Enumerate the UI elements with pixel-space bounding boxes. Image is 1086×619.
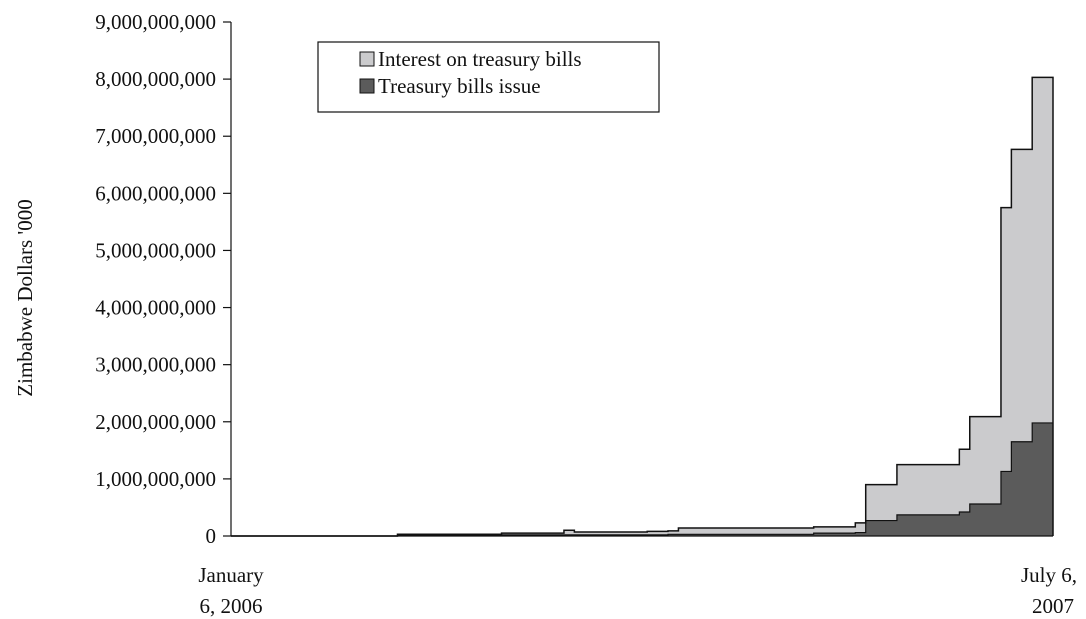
y-tick-label: 9,000,000,000: [95, 10, 216, 34]
area-layers: [231, 76, 1054, 537]
y-tick-label: 6,000,000,000: [95, 181, 216, 205]
legend-label-interest: Interest on treasury bills: [378, 47, 582, 71]
y-tick-label: 1,000,000,000: [95, 467, 216, 491]
y-tick-label: 3,000,000,000: [95, 353, 216, 377]
x-label-start-line2: 6, 2006: [200, 594, 263, 618]
y-axis: 0 1,000,000,000 2,000,000,000 3,000,000,000…: [95, 10, 232, 548]
y-tick-label: 2,000,000,000: [95, 410, 216, 434]
y-axis-title: Zimbabwe Dollars '000: [13, 199, 37, 396]
x-label-end-line2: 2007: [1032, 594, 1074, 618]
legend: Interest on treasury bills Treasury bill…: [317, 41, 660, 113]
legend-box: [317, 41, 660, 113]
y-tick-label: 5,000,000,000: [95, 238, 216, 262]
x-label-start-line1: January: [198, 563, 264, 587]
x-label-end-line1: July 6,: [1021, 563, 1077, 587]
area-interest-on-treasury-bills: [231, 77, 1053, 537]
legend-swatch-issue: [359, 78, 375, 94]
legend-label-issue: Treasury bills issue: [378, 74, 541, 98]
y-tick-label: 0: [206, 524, 217, 548]
y-tick-label: 8,000,000,000: [95, 67, 216, 91]
y-tick-label: 4,000,000,000: [95, 296, 216, 320]
y-tick-label: 7,000,000,000: [95, 124, 216, 148]
legend-swatch-interest: [359, 51, 375, 67]
area-treasury-bills-issue: [231, 422, 1053, 536]
